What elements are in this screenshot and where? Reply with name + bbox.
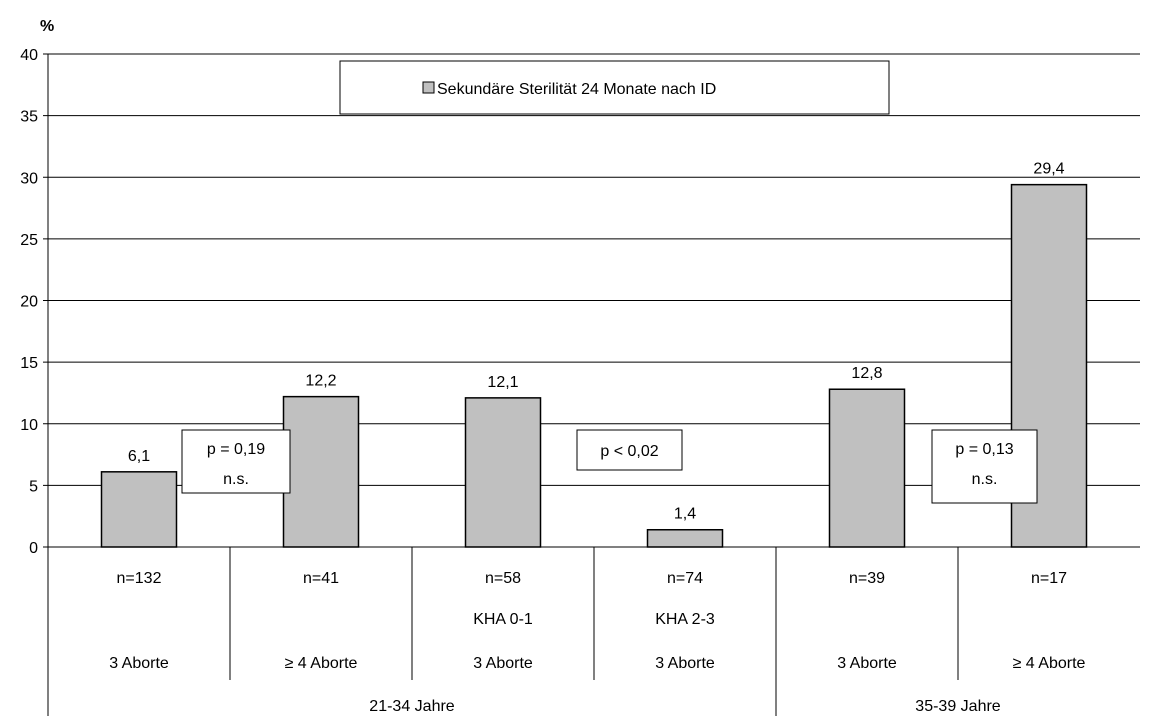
- p-value-box: [931, 429, 1038, 504]
- y-tick-label: 10: [20, 417, 38, 434]
- category-n-label: n=39: [849, 570, 885, 587]
- p-value-label: n.s.: [223, 471, 249, 488]
- category-sub-label: KHA 0-1: [473, 611, 533, 628]
- p-value-box: [576, 429, 683, 471]
- bar-value-label: 6,1: [128, 448, 150, 465]
- bars: 6,1 12,2 12,1 1,4 12,8 29,4: [100, 161, 1088, 548]
- legend: Sekundäre Sterilität 24 Monate nach ID: [339, 60, 890, 115]
- y-tick-label: 35: [20, 109, 38, 126]
- bar: [100, 471, 178, 548]
- category-abort-label: 3 Aborte: [473, 655, 533, 672]
- category-n-label: n=17: [1031, 570, 1067, 587]
- p-value-label: n.s.: [972, 471, 998, 488]
- legend-label: Sekundäre Sterilität 24 Monate nach ID: [437, 81, 716, 98]
- y-tick-label: 40: [20, 47, 38, 64]
- bar-value-label: 12,1: [487, 374, 518, 391]
- bar: [282, 395, 360, 548]
- bar-value-label: 12,2: [305, 373, 336, 390]
- gridlines: [48, 53, 1140, 486]
- y-tick-label: 0: [29, 540, 38, 557]
- y-tick-label: 20: [20, 294, 38, 311]
- y-axis: 0 5 10 15 20 25 30 35 40%: [20, 18, 1140, 716]
- category-abort-label: 3 Aborte: [837, 655, 897, 672]
- p-value-label: p < 0,02: [600, 443, 658, 460]
- category-abort-label: ≥ 4 Aborte: [285, 655, 358, 672]
- y-tick-label: 25: [20, 232, 38, 249]
- age-group-label: 21-34 Jahre: [369, 698, 454, 715]
- p-value-label: p = 0,19: [207, 441, 265, 458]
- annotations: p = 0,19 n.s. p < 0,02 p = 0,13 n.s.: [181, 429, 1038, 504]
- category-n-label: n=74: [667, 570, 703, 587]
- bar: [464, 397, 542, 548]
- bar: [828, 388, 906, 548]
- age-group-label: 35-39 Jahre: [915, 698, 1000, 715]
- category-n-label: n=41: [303, 570, 339, 587]
- p-value-label: p = 0,13: [955, 441, 1013, 458]
- bar-value-label: 12,8: [851, 365, 882, 382]
- category-sub-label: KHA 2-3: [655, 611, 715, 628]
- y-tick-label: 30: [20, 170, 38, 187]
- bar-value-label: 29,4: [1033, 161, 1064, 178]
- legend-swatch: [422, 81, 435, 94]
- category-n-label: n=132: [117, 570, 162, 587]
- category-table: n=132 3 Aborte n=41 ≥ 4 Aborte n=58 KHA 0-1 3 …: [109, 547, 1086, 716]
- bar: [646, 528, 724, 548]
- y-tick-label: 15: [20, 355, 38, 372]
- y-unit-label: %: [40, 18, 54, 35]
- p-value-box: [181, 429, 291, 494]
- category-abort-label: 3 Aborte: [109, 655, 169, 672]
- y-tick-label: 5: [29, 478, 38, 495]
- category-abort-label: 3 Aborte: [655, 655, 715, 672]
- category-n-label: n=58: [485, 570, 521, 587]
- category-abort-label: ≥ 4 Aborte: [1013, 655, 1086, 672]
- bar-value-label: 1,4: [674, 506, 696, 523]
